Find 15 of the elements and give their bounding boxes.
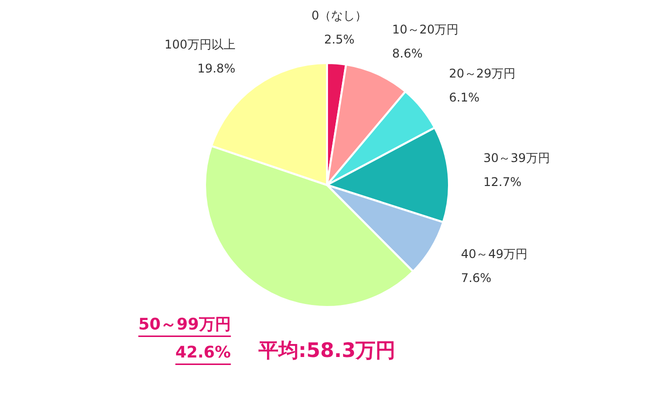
data-label: 42.6% [175,342,231,362]
slice-label: 20～29万円 [448,66,516,80]
slice-label: 10～20万円 [392,22,459,36]
data-label: 2.5% [324,32,355,47]
text: 平均:58.3万円 [257,338,396,362]
data-label: 19.8% [197,62,236,76]
data-label: 12.7% [483,175,522,190]
data-label: 7.6% [460,271,492,286]
slice-label: 40～49万円 [460,247,528,262]
slice-label: 0（なし） [312,8,368,23]
slice-label: 50～99万円 [138,314,231,334]
slice-label: 30～39万円 [483,151,550,166]
slice-label: 100万円以上 [164,38,236,52]
data-label: 8.6% [392,46,423,60]
data-label: 6.1% [448,90,480,104]
